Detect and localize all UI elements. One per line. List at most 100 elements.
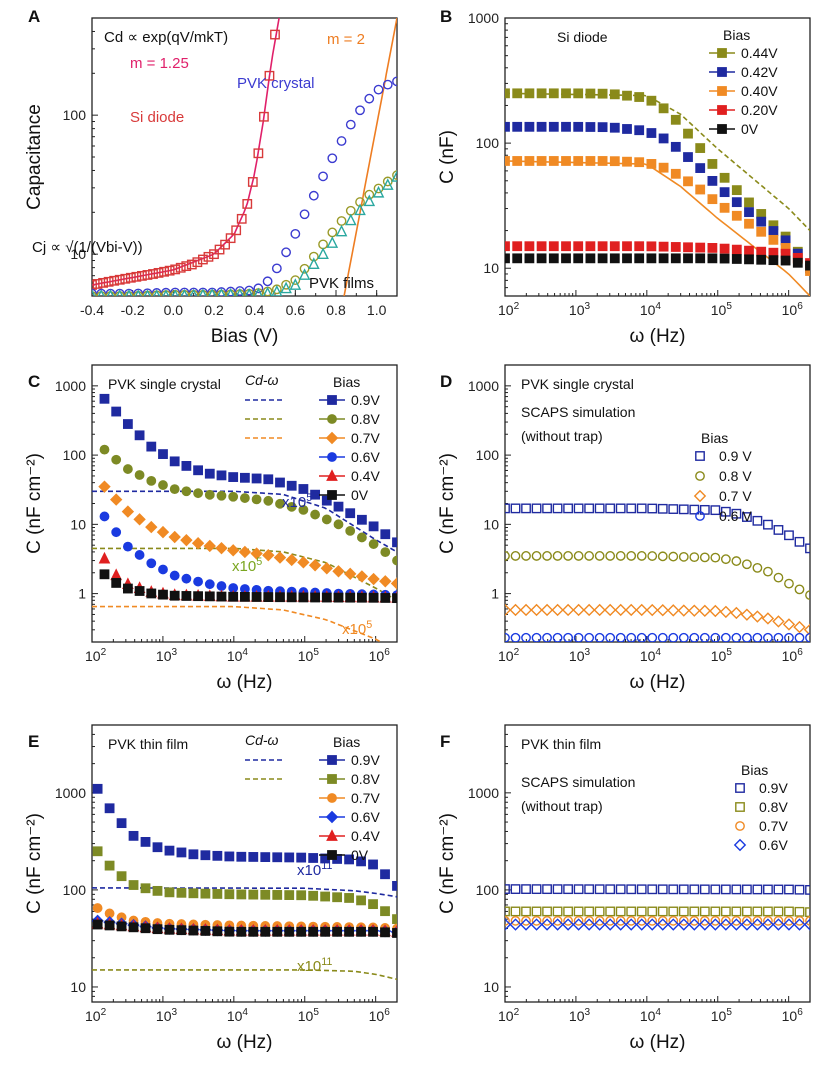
data-point [731, 884, 742, 895]
data-point [793, 620, 806, 634]
data-point [189, 288, 198, 296]
data-point [273, 551, 287, 564]
data-point [298, 268, 311, 280]
y-tick-label: 1 [491, 586, 499, 602]
legend-marker [695, 471, 705, 481]
legend-label: 0.8 V [719, 468, 752, 484]
data-point [730, 918, 743, 931]
data-point [563, 906, 574, 917]
data-point [678, 504, 689, 515]
data-point [695, 184, 706, 195]
data-point [741, 632, 752, 642]
data-point [615, 915, 626, 926]
data-point [180, 288, 188, 296]
data-point [548, 88, 559, 99]
data-point [380, 547, 391, 558]
data-point [744, 218, 754, 229]
data-point [626, 915, 637, 926]
data-point [152, 842, 163, 853]
data-point [262, 286, 273, 296]
data-point [561, 253, 571, 264]
data-point [104, 860, 115, 871]
legend-2-title: Cd-ω [245, 372, 279, 388]
y-tick-label: 10 [70, 979, 86, 995]
data-point [107, 289, 114, 296]
data-point [761, 918, 775, 931]
data-point [524, 121, 535, 132]
data-point [768, 226, 779, 236]
legend-title: Bias [741, 762, 768, 778]
data-point [670, 141, 681, 152]
chart-title: Si diode [557, 29, 608, 45]
plot-area [92, 783, 397, 981]
legend-label: 0.44V [741, 45, 778, 61]
chart-title: PVK thin film [521, 736, 601, 752]
data-point [668, 915, 679, 926]
data-point [720, 554, 731, 565]
fit-line [92, 605, 383, 642]
y-tick-label: 1000 [468, 785, 499, 801]
data-point [677, 604, 690, 617]
data-point [658, 162, 669, 173]
data-point [153, 267, 164, 278]
data-point [752, 915, 763, 926]
y-axis-label: C (nF cm⁻²) [24, 453, 45, 554]
data-point [730, 606, 743, 620]
data-point [215, 541, 228, 555]
data-point [510, 551, 521, 561]
data-point [392, 914, 397, 925]
data-point [128, 922, 139, 933]
data-point [688, 918, 701, 931]
data-point [368, 592, 379, 603]
legend-marker [717, 105, 727, 115]
data-point [646, 128, 657, 138]
data-point [320, 562, 333, 575]
data-point [524, 253, 535, 264]
data-point [521, 632, 531, 642]
data-point [145, 520, 158, 534]
fit-line [92, 490, 397, 553]
data-point [285, 553, 298, 567]
data-point [234, 286, 245, 296]
data-point [181, 461, 192, 471]
data-point [622, 90, 632, 101]
data-point [193, 465, 203, 476]
data-point [98, 277, 108, 288]
legend-label: 0.6 V [719, 508, 752, 524]
legend-marker [735, 783, 745, 793]
data-point [296, 852, 307, 863]
legend-marker [717, 86, 727, 96]
data-point [561, 918, 575, 931]
annotation: x105 [232, 556, 262, 575]
legend-label: 0.40V [741, 83, 778, 99]
data-point [561, 121, 571, 132]
data-point [668, 551, 679, 562]
data-point [509, 918, 522, 931]
data-point [768, 234, 779, 245]
data-point [217, 288, 226, 296]
data-point [239, 591, 250, 602]
data-point [605, 915, 616, 926]
data-point [146, 588, 157, 599]
data-point [563, 632, 574, 642]
data-point [741, 512, 752, 522]
data-point [647, 884, 658, 895]
data-point [153, 289, 161, 296]
data-point [307, 257, 320, 269]
data-point [272, 890, 283, 900]
data-point [356, 926, 366, 937]
data-point [594, 915, 605, 926]
x-tick-label: 106 [782, 1007, 804, 1024]
data-point [208, 288, 217, 296]
data-point [646, 253, 657, 264]
data-point [216, 591, 227, 602]
data-point [200, 888, 211, 899]
legend-label: 0.4V [351, 828, 380, 844]
data-point [251, 473, 262, 484]
data-point [683, 176, 693, 187]
x-tick-label: 105 [711, 301, 733, 318]
data-point [548, 241, 559, 252]
data-point [114, 274, 125, 285]
data-point [561, 88, 571, 99]
series-0-9v [92, 783, 397, 891]
